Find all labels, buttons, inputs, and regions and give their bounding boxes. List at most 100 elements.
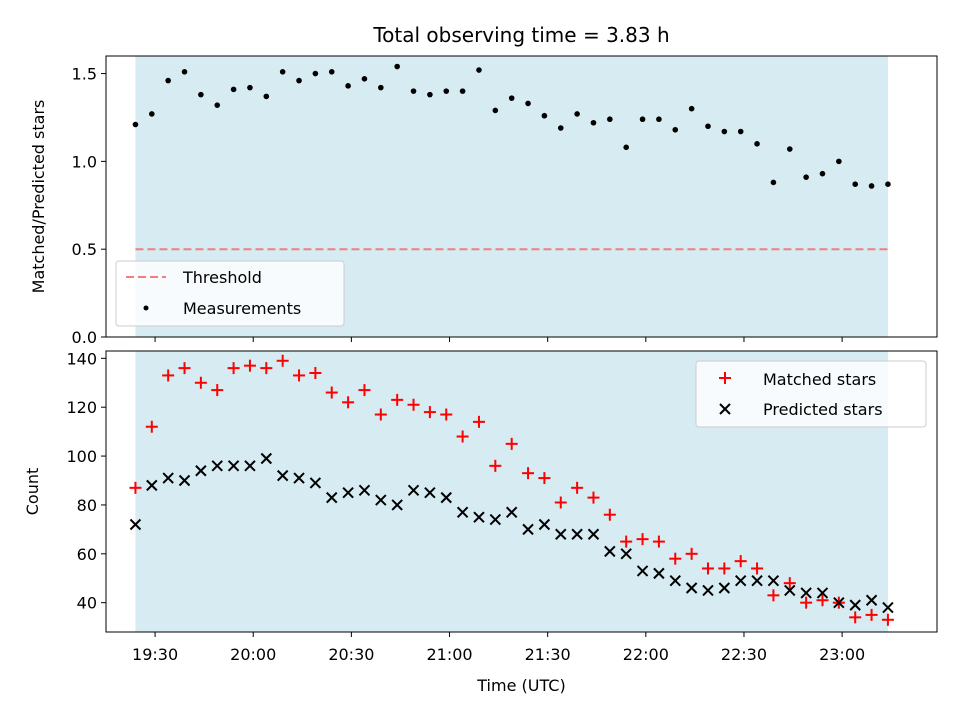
measurement-point [508,95,515,101]
bottom-x-ticks: 19:30 20:00 20:30 21:00 21:30 22:00 22:30 23:00 [132,632,865,664]
legend-measurements-label: Measurements [183,299,301,318]
matched-star-point [243,359,256,372]
predicted-star-point [358,484,371,496]
matched-star-point [652,535,665,548]
matched-star-point [129,481,142,494]
predicted-star-point [424,487,436,499]
measurement-point [819,170,826,177]
measurement-point [737,128,744,135]
matched-star-point [309,366,322,379]
x-tick-label: 20:30 [328,645,374,664]
predicted-star-point [473,511,485,523]
predicted-star-point [865,594,878,606]
matched-star-point [718,562,731,575]
top-y-tick-label: 1.5 [72,65,97,84]
top-y-tick-label: 0.5 [72,240,97,259]
measurement-point [492,107,499,114]
predicted-star-point [767,574,780,587]
predicted-star-point [816,587,829,599]
matched-star-point [587,491,600,504]
x-tick-label: 20:00 [230,645,276,664]
measurement-point [786,146,793,152]
legend-predicted-swatch [719,403,731,415]
predicted-star-point [669,574,681,587]
bottom-y-tick-label: 80 [77,496,97,515]
predicted-star-point [309,477,322,489]
matched-star-point [522,467,535,480]
top-y-tick-label: 0.0 [72,328,97,347]
matched-star-point [783,577,796,590]
measurement-point [803,174,809,180]
measurement-point [279,69,286,75]
predicted-star-point [276,469,289,482]
measurement-point [443,88,450,94]
measurement-point [263,93,270,100]
predicted-star-point [784,584,796,597]
measurement-point [705,123,711,130]
x-tick-label: 22:00 [623,645,669,664]
x-tick-label: 21:00 [426,645,472,664]
x-tick-label: 22:30 [721,645,767,664]
matched-star-point [423,406,436,419]
bottom-y-tick-label: 140 [66,349,97,368]
matched-star-point [669,552,682,565]
top-legend: Threshold Measurements [115,260,345,327]
measurement-point [312,70,319,77]
matched-star-point [538,472,551,485]
predicted-star-point [162,472,174,484]
measurement-point [836,158,842,165]
predicted-star-point [375,494,387,506]
measurement-point [525,100,531,107]
x-axis-label: Time (UTC) [476,676,565,695]
predicted-star-point [636,565,649,577]
bottom-y-axis-label: Count [23,468,42,516]
matched-star-point [211,384,224,397]
matched-star-point [603,508,616,521]
measurement-point [852,181,859,188]
predicted-star-point [538,518,551,531]
predicted-star-point [146,479,158,492]
predicted-star-point [244,460,256,472]
x-tick-label: 23:00 [819,645,865,664]
bottom-y-ticks: 40 60 80 100 120 140 [66,349,106,613]
measurement-point [672,126,679,133]
measurement-point [557,125,564,131]
matched-star-point [734,555,747,568]
matched-star-point [325,386,338,399]
bottom-axes-frame [105,350,938,633]
predicted-star-point [882,601,894,614]
predicted-star-point [522,523,534,536]
top-y-tick-label: 1.0 [72,152,97,171]
predicted-star-point [326,491,338,504]
measurement-point [688,105,695,112]
predicted-star-point [489,513,502,526]
measurement-point [656,116,662,123]
predicted-star-point [407,484,420,496]
bottom-legend: Matched stars Predicted stars [695,360,927,428]
matched-star-point [636,533,649,546]
matched-star-point [456,430,469,443]
bottom-y-tick-label: 100 [66,447,97,466]
predicted-star-point [195,465,207,477]
measurement-point [590,119,597,126]
measurement-point [427,91,433,98]
predicted-star-point [505,506,518,518]
chart-title: Total observing time = 3.83 h [372,23,669,47]
measurement-point [149,111,155,117]
matched-star-point [472,415,485,428]
matched-star-point [407,398,420,411]
predicted-star-point [293,472,305,484]
measurement-point [607,116,613,123]
measurement-point [247,84,253,91]
measurement-point [361,76,368,82]
measurement-point [639,116,646,123]
measurement-point [328,69,335,75]
predicted-star-point [685,582,698,594]
predicted-star-point [702,584,714,597]
measurement-point [574,111,580,117]
measurement-point [214,102,221,108]
matched-star-point [194,376,207,389]
matched-star-point [342,396,355,409]
predicted-star-point [211,460,223,472]
measurement-point [623,144,629,151]
